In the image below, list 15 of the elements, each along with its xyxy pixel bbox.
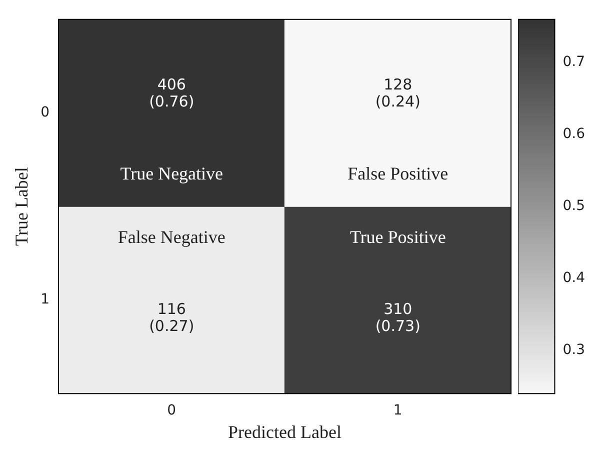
color-bar-label: 0.4 xyxy=(562,270,586,286)
data-label: 406 (0.76) xyxy=(149,76,194,111)
color-bar-label: 0.7 xyxy=(562,54,585,70)
data-label: 128 (0.24) xyxy=(375,76,420,111)
x-axis-title: Predicted Label xyxy=(228,422,342,442)
data-label: 310 (0.73) xyxy=(375,300,420,336)
color-bar-label: 0.3 xyxy=(562,342,585,358)
annotation: False Negative xyxy=(118,227,226,248)
y-axis-title: True Label xyxy=(12,167,32,246)
color-bar-label: 0.6 xyxy=(562,126,586,142)
annotation: True Negative xyxy=(120,163,224,184)
annotation: False Positive xyxy=(348,163,448,184)
color-bar-label: 0.5 xyxy=(562,198,585,214)
annotation: True Positive xyxy=(350,227,446,248)
data-label: 116 (0.27) xyxy=(149,300,194,336)
